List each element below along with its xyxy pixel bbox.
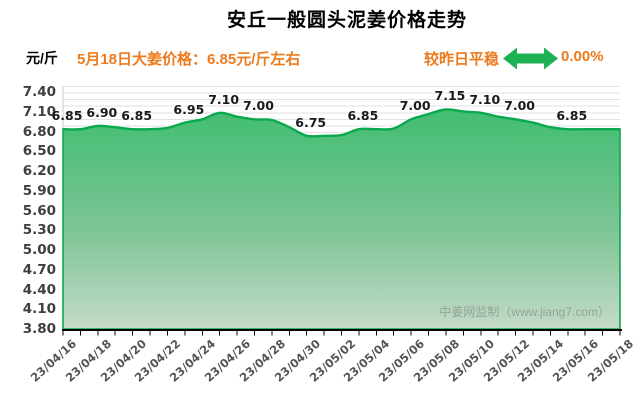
- current-price-subtitle: 5月18日大姜价格：6.85元/斤左右: [77, 51, 301, 68]
- data-label: 7.00: [504, 98, 535, 114]
- y-axis-unit-label: 元/斤: [26, 50, 58, 66]
- y-axis-label: 5.30: [22, 222, 56, 239]
- data-label: 7.10: [208, 91, 240, 107]
- data-label: 6.85: [347, 108, 379, 124]
- page-title: 安丘一般圆头泥姜价格走势: [226, 10, 467, 31]
- data-label: 7.00: [243, 98, 274, 114]
- data-label: 7.10: [469, 91, 501, 107]
- data-label: 7.00: [399, 98, 431, 114]
- y-axis-label: 7.10: [22, 103, 56, 120]
- y-axis-label: 3.80: [22, 321, 56, 337]
- trend-value: 0.00%: [561, 48, 604, 65]
- data-label: 6.85: [556, 108, 588, 124]
- data-label: 6.85: [121, 108, 153, 124]
- y-axis-label: 4.70: [22, 261, 56, 278]
- data-label: 6.75: [295, 114, 327, 130]
- data-label: 6.95: [173, 101, 205, 117]
- y-axis-label: 4.40: [22, 281, 56, 298]
- y-axis-label: 4.10: [22, 301, 56, 318]
- y-axis-label: 5.00: [22, 242, 56, 258]
- y-axis-label: 6.80: [22, 123, 56, 140]
- y-axis-label: 7.40: [22, 84, 56, 100]
- trend-label: 较昨日平稳: [424, 51, 500, 68]
- y-axis-label: 6.50: [22, 143, 56, 160]
- double-headed-arrow-icon: [503, 47, 558, 70]
- y-axis-label: 6.20: [22, 163, 56, 179]
- y-axis-label: 5.90: [22, 182, 56, 199]
- y-axis-label: 5.60: [22, 202, 56, 219]
- data-label: 7.15: [434, 88, 466, 104]
- data-label: 6.85: [51, 108, 83, 124]
- watermark: 中姜网监制（www.jiang7.com）: [439, 305, 610, 319]
- data-label: 6.90: [86, 104, 118, 120]
